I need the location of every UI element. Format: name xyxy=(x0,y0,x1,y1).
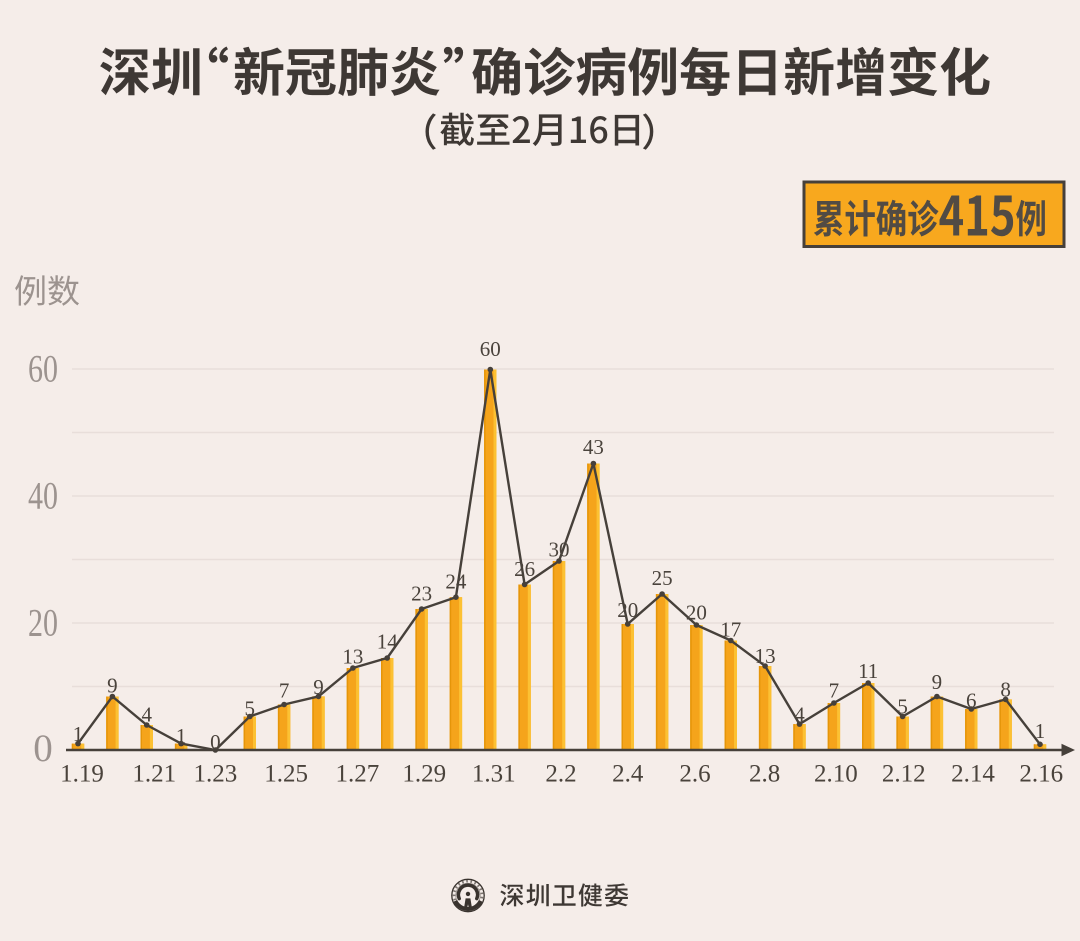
svg-text:1.31: 1.31 xyxy=(472,761,516,788)
svg-text:25: 25 xyxy=(652,566,673,590)
svg-text:4: 4 xyxy=(141,703,152,727)
svg-text:1.23: 1.23 xyxy=(194,761,238,788)
svg-text:1.27: 1.27 xyxy=(336,761,380,788)
svg-text:20: 20 xyxy=(28,602,58,645)
svg-text:1.21: 1.21 xyxy=(132,761,176,788)
svg-text:0: 0 xyxy=(210,730,221,754)
svg-text:2.14: 2.14 xyxy=(951,761,995,788)
svg-text:17: 17 xyxy=(720,617,741,641)
svg-text:1: 1 xyxy=(1035,719,1046,743)
svg-text:20: 20 xyxy=(617,598,638,622)
svg-text:0: 0 xyxy=(33,727,53,770)
svg-text:23: 23 xyxy=(411,582,432,606)
svg-text:1: 1 xyxy=(73,722,84,746)
svg-text:1.25: 1.25 xyxy=(264,761,308,788)
svg-text:60: 60 xyxy=(28,348,58,391)
svg-text:8: 8 xyxy=(1000,678,1011,702)
svg-text:9: 9 xyxy=(107,674,118,698)
svg-text:26: 26 xyxy=(514,557,535,581)
svg-text:20: 20 xyxy=(686,601,707,625)
svg-text:5: 5 xyxy=(245,697,256,721)
svg-text:13: 13 xyxy=(755,644,776,668)
svg-text:4: 4 xyxy=(794,703,805,727)
svg-text:1.19: 1.19 xyxy=(60,761,104,788)
svg-text:30: 30 xyxy=(549,538,570,562)
svg-text:14: 14 xyxy=(377,629,399,653)
svg-text:11: 11 xyxy=(858,659,878,683)
svg-text:9: 9 xyxy=(932,670,943,694)
svg-text:2.6: 2.6 xyxy=(679,761,710,788)
svg-text:6: 6 xyxy=(966,688,977,712)
svg-text:7: 7 xyxy=(829,679,840,703)
svg-text:2.16: 2.16 xyxy=(1019,761,1063,788)
svg-text:60: 60 xyxy=(480,337,501,361)
svg-text:5: 5 xyxy=(897,694,908,718)
svg-text:9: 9 xyxy=(313,675,324,699)
svg-text:7: 7 xyxy=(279,678,290,702)
svg-text:2.8: 2.8 xyxy=(749,761,780,788)
svg-text:1: 1 xyxy=(176,724,187,748)
svg-text:40: 40 xyxy=(28,475,58,518)
svg-text:43: 43 xyxy=(583,435,604,459)
svg-text:2.12: 2.12 xyxy=(882,761,926,788)
svg-text:2.10: 2.10 xyxy=(814,761,858,788)
svg-text:2.4: 2.4 xyxy=(612,761,644,788)
svg-text:1.29: 1.29 xyxy=(402,761,446,788)
svg-text:24: 24 xyxy=(445,569,467,593)
svg-text:13: 13 xyxy=(342,645,363,669)
svg-text:2.2: 2.2 xyxy=(545,761,576,788)
